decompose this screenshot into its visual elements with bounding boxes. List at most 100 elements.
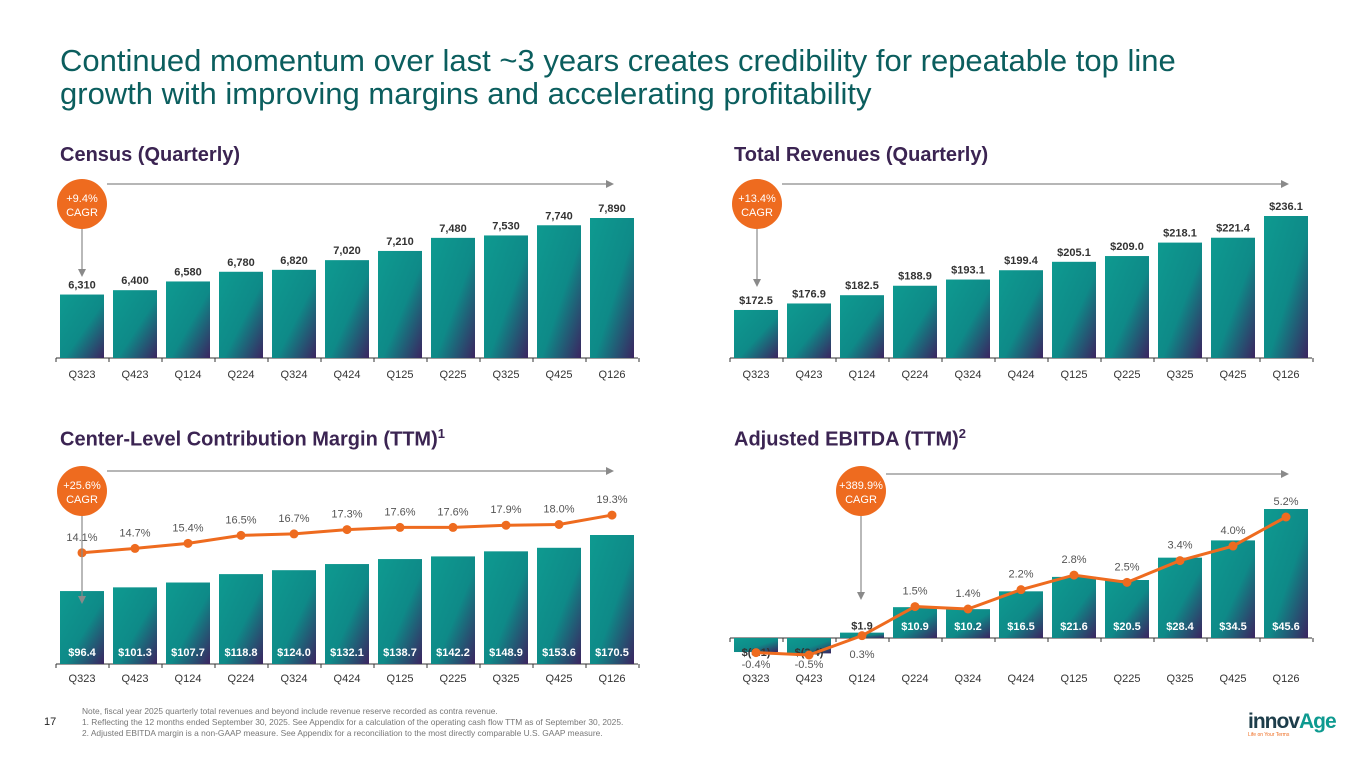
revenue-bar [946, 279, 990, 358]
contribution-margin-point [342, 525, 352, 535]
census-value-label: 6,580 [174, 266, 202, 278]
revenue-value-label: $209.0 [1110, 241, 1144, 253]
footnotes: Note, fiscal year 2025 quarterly total r… [82, 706, 623, 739]
revenue-category-label: Q124 [849, 369, 876, 381]
ebitda-cagr-badge [836, 466, 886, 516]
census-chart-title: Census (Quarterly) [60, 144, 240, 167]
contribution-category-label: Q424 [334, 673, 361, 685]
ebitda-margin-point [857, 631, 867, 641]
contribution-chart-group: $96.4 Q323 $101.3 Q423 $107.7 Q124 $118.8 Q224 $… [55, 466, 640, 685]
contribution-margin-label: 14.7% [119, 527, 150, 539]
logo-text-innov: innov [1248, 710, 1300, 733]
ebitda-category-label: Q124 [849, 673, 876, 685]
ebitda-category-label: Q325 [1167, 673, 1194, 685]
ebitda-category-label: Q324 [955, 673, 982, 685]
census-category-label: Q324 [281, 369, 308, 381]
contribution-value-label: $153.6 [542, 647, 576, 659]
ebitda-margin-label: 2.5% [1114, 561, 1139, 573]
contribution-cagr-value: +25.6% [63, 480, 101, 492]
revenue-bar [734, 309, 778, 358]
census-bar [431, 237, 475, 358]
ebitda-value-label: $20.5 [1113, 621, 1141, 633]
ebitda-value-label: $10.2 [954, 621, 982, 633]
census-bar [166, 281, 210, 358]
contribution-margin-point [236, 530, 246, 540]
contribution-category-label: Q425 [546, 673, 573, 685]
ebitda-title-text: Adjusted EBITDA (TTM) [734, 428, 959, 451]
revenue-bar [893, 285, 937, 358]
ebitda-category-label: Q425 [1220, 673, 1247, 685]
ebitda-margin-point [910, 602, 920, 612]
census-value-label: 6,780 [227, 257, 255, 269]
ebitda-bar [1158, 557, 1202, 638]
contribution-margin-label: 16.7% [278, 513, 309, 525]
ebitda-margin-label: 2.8% [1061, 554, 1086, 566]
ebitda-margin-point [1069, 570, 1079, 580]
census-value-label: 6,310 [68, 280, 96, 292]
contribution-margin-point [448, 522, 458, 532]
ebitda-value-label: $16.5 [1007, 621, 1035, 633]
contribution-value-label: $138.7 [383, 647, 417, 659]
ebitda-category-label: Q225 [1114, 673, 1141, 685]
innovage-logo: innovAge Life on Your Terms [1248, 710, 1337, 738]
census-category-label: Q125 [387, 369, 414, 381]
revenue-category-label: Q225 [1114, 369, 1141, 381]
revenue-category-label: Q425 [1220, 369, 1247, 381]
census-category-label: Q225 [440, 369, 467, 381]
contribution-margin-point [289, 529, 299, 539]
census-value-label: 7,210 [386, 236, 414, 248]
ebitda-value-label: $28.4 [1166, 621, 1194, 633]
census-bar [60, 294, 104, 358]
revenue-category-label: Q423 [796, 369, 823, 381]
ebitda-margin-label: -0.5% [795, 659, 824, 671]
census-category-label: Q424 [334, 369, 361, 381]
contribution-value-label: $142.2 [436, 647, 470, 659]
contribution-margin-label: 17.3% [331, 509, 362, 521]
contribution-category-label: Q124 [175, 673, 202, 685]
ebitda-category-label: Q423 [796, 673, 823, 685]
census-value-label: 7,020 [333, 245, 361, 257]
census-bar [590, 218, 634, 358]
footnote-2: 2. Adjusted EBITDA margin is a non-GAAP … [82, 728, 603, 738]
revenue-bar [999, 270, 1043, 358]
revenue-cagr-text: CAGR [741, 207, 773, 219]
contribution-value-label: $96.4 [68, 647, 96, 659]
revenue-bar [787, 303, 831, 358]
ebitda-bar [999, 591, 1043, 638]
ebitda-margin-label: 1.5% [902, 586, 927, 598]
contribution-value-label: $148.9 [489, 647, 523, 659]
ebitda-bar [734, 638, 778, 653]
contribution-bar [166, 582, 210, 664]
revenue-value-label: $193.1 [951, 265, 985, 277]
census-category-label: Q126 [599, 369, 626, 381]
revenue-bar [1211, 237, 1255, 358]
ebitda-chart-group: $(3.1)Q323$(3.4)Q423$1.9Q124$10.9Q224$10… [729, 466, 1314, 685]
contribution-category-label: Q324 [281, 673, 308, 685]
contribution-bar [590, 535, 634, 664]
revenue-category-label: Q125 [1061, 369, 1088, 381]
census-value-label: 7,890 [598, 203, 626, 215]
census-category-label: Q124 [175, 369, 202, 381]
contribution-margin-point [395, 522, 405, 532]
census-value-label: 7,530 [492, 220, 520, 232]
ebitda-bar [893, 607, 937, 638]
census-bar [484, 235, 528, 358]
revenue-cagr-value: +13.4% [738, 193, 776, 205]
revenue-category-label: Q126 [1273, 369, 1300, 381]
revenue-value-label: $218.1 [1163, 228, 1197, 240]
ebitda-bar [1211, 540, 1255, 638]
census-value-label: 7,740 [545, 210, 573, 222]
contribution-value-label: $124.0 [277, 647, 311, 659]
ebitda-margin-label: 1.4% [955, 588, 980, 600]
logo-text-age: Age [1299, 710, 1337, 733]
revenue-value-label: $176.9 [792, 288, 826, 300]
ebitda-value-label: $1.9 [851, 621, 872, 633]
revenue-value-label: $188.9 [898, 271, 932, 283]
ebitda-margin-label: 4.0% [1220, 525, 1245, 537]
ebitda-value-label: $10.9 [901, 621, 929, 633]
census-value-label: 6,400 [121, 275, 149, 287]
ebitda-category-label: Q224 [902, 673, 929, 685]
ebitda-margin-label: -0.4% [742, 659, 771, 671]
revenue-bar [840, 295, 884, 358]
contribution-category-label: Q225 [440, 673, 467, 685]
